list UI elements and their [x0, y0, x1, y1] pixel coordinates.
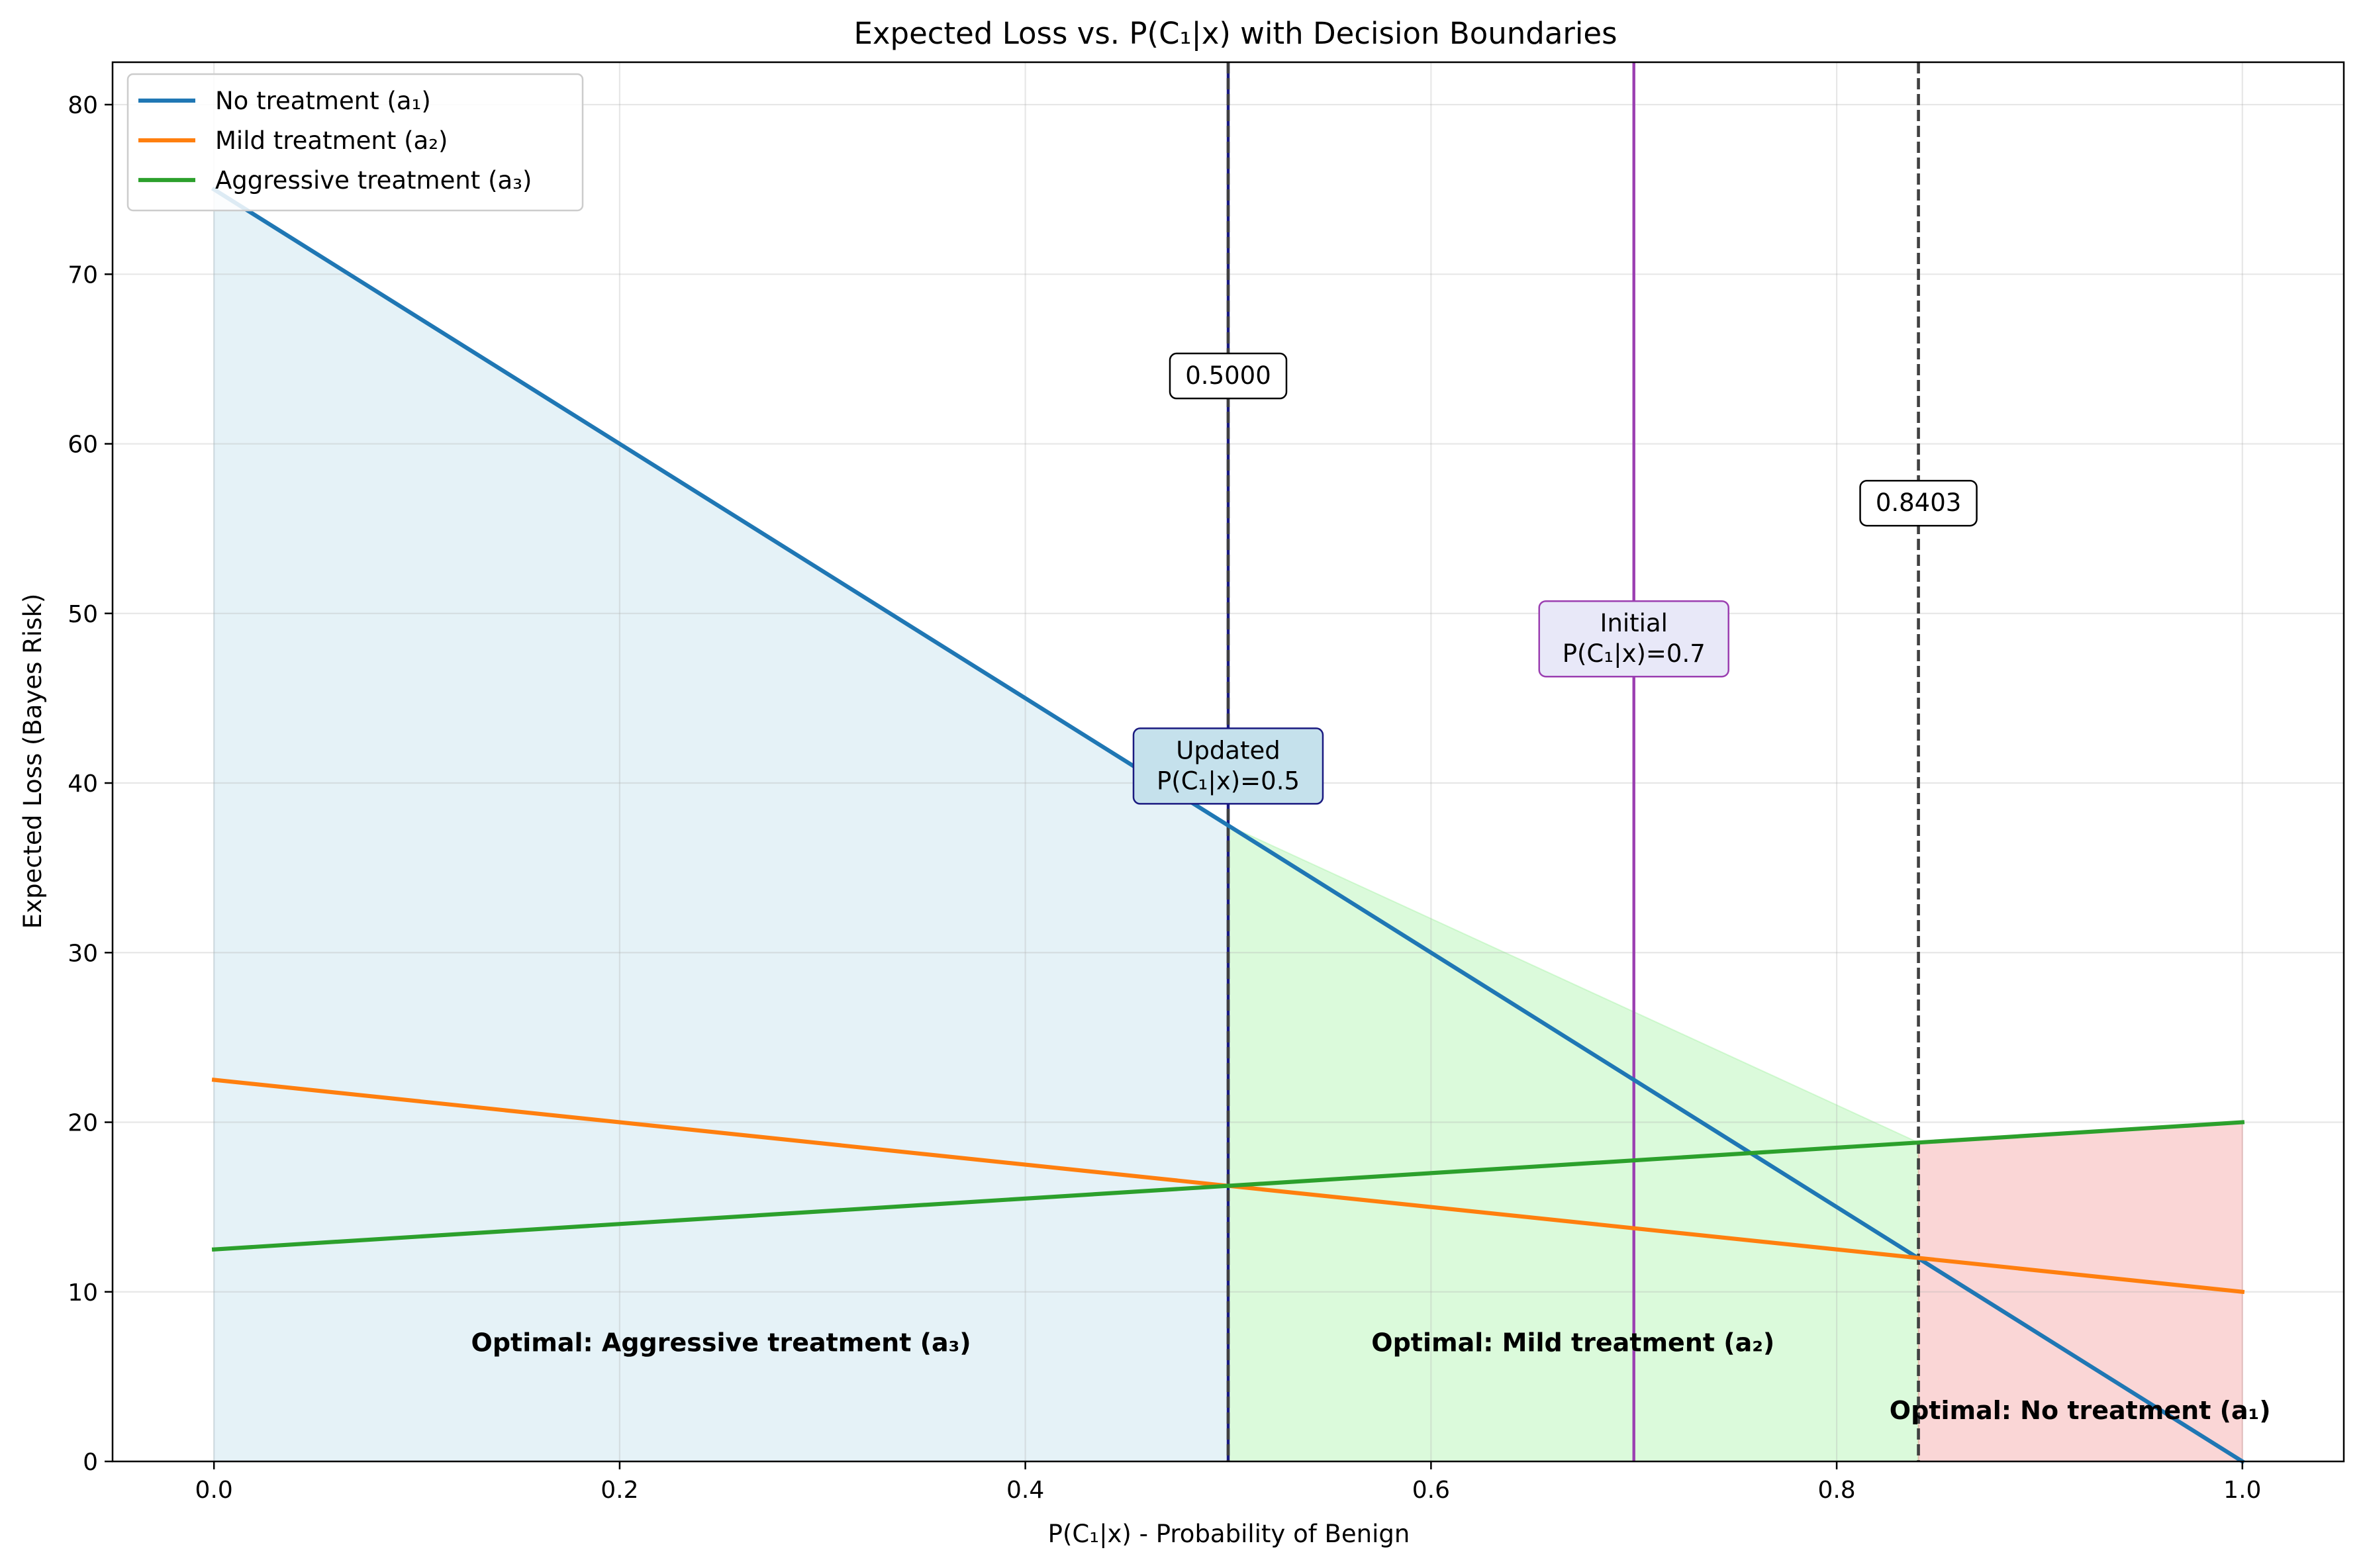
region-label-1: Optimal: Mild treatment (a₂) — [1371, 1328, 1774, 1358]
x-tick-label-1: 0.2 — [601, 1477, 638, 1504]
y-tick-label-1: 10 — [68, 1279, 98, 1307]
annotations: 0.50000.8403InitialP(C₁|x)=0.7UpdatedP(C… — [471, 352, 2271, 1425]
axes-frame — [111, 61, 2345, 1463]
region-label-2: Optimal: No treatment (a₁) — [1890, 1396, 2271, 1425]
marker-label-0-box — [1538, 600, 1729, 678]
boundary-label-1: 0.8403 — [1859, 479, 1978, 527]
x-tick-label-3: 0.6 — [1412, 1477, 1450, 1504]
x-tick-label-4: 0.8 — [1817, 1477, 1855, 1504]
series-line-0 — [211, 186, 2246, 1465]
chart-title: Expected Loss vs. P(C₁|x) with Decision … — [853, 16, 1617, 51]
x-tick-label-0: 0.0 — [195, 1477, 233, 1504]
x-axis-label: P(C₁|x) - Probability of Benign — [1048, 1520, 1410, 1548]
boundary-label-0: 0.5000 — [1169, 352, 1288, 400]
legend-box — [126, 73, 584, 212]
y-tick-label-7: 70 — [68, 261, 98, 289]
legend-label-0: No treatment (a₁) — [215, 87, 431, 115]
legend: No treatment (a₁) Mild treatment (a₂) Aggr… — [126, 73, 584, 212]
marker-label-1-text-0: Updated — [1176, 736, 1280, 764]
y-tick-label-0: 0 — [83, 1449, 98, 1476]
legend-label-1: Mild treatment (a₂) — [215, 126, 448, 155]
x-tick-label-5: 1.0 — [2223, 1477, 2261, 1504]
y-tick-label-6: 60 — [68, 432, 98, 459]
marker-label-0-text-1: P(C₁|x)=0.7 — [1563, 639, 1706, 668]
marker-label-1-box — [1132, 727, 1324, 805]
y-tick-label-5: 50 — [68, 601, 98, 628]
legend-label-2: Aggressive treatment (a₃) — [215, 166, 532, 195]
boundary-label-0-box — [1169, 352, 1288, 400]
y-tick-label-4: 40 — [68, 770, 98, 798]
x-tick-label-2: 0.4 — [1006, 1477, 1044, 1504]
y-tick-label-8: 80 — [68, 92, 98, 119]
plot-frame — [111, 61, 2345, 1463]
y-tick-label-2: 20 — [68, 1110, 98, 1137]
boundary-label-1-box — [1859, 479, 1978, 527]
decision-regions — [213, 188, 2243, 1462]
ticks: 0.0 0.2 0.4 0.6 0.8 1.0 0 10 20 30 40 50 60 70 80 — [68, 92, 2261, 1504]
series-lines — [211, 186, 2246, 1465]
series-line-2 — [211, 1120, 2245, 1252]
y-tick-label-3: 30 — [68, 940, 98, 967]
boundary-label-1-text-0: 0.8403 — [1876, 488, 1961, 517]
region-label-0: Optimal: Aggressive treatment (a₃) — [471, 1328, 971, 1358]
marker-label-1-text-1: P(C₁|x)=0.5 — [1157, 766, 1300, 795]
marker-label-0-text-0: Initial — [1600, 609, 1668, 637]
y-axis-label: Expected Loss (Bayes Risk) — [19, 594, 47, 929]
boundary-label-0-text-0: 0.5000 — [1185, 361, 1271, 390]
